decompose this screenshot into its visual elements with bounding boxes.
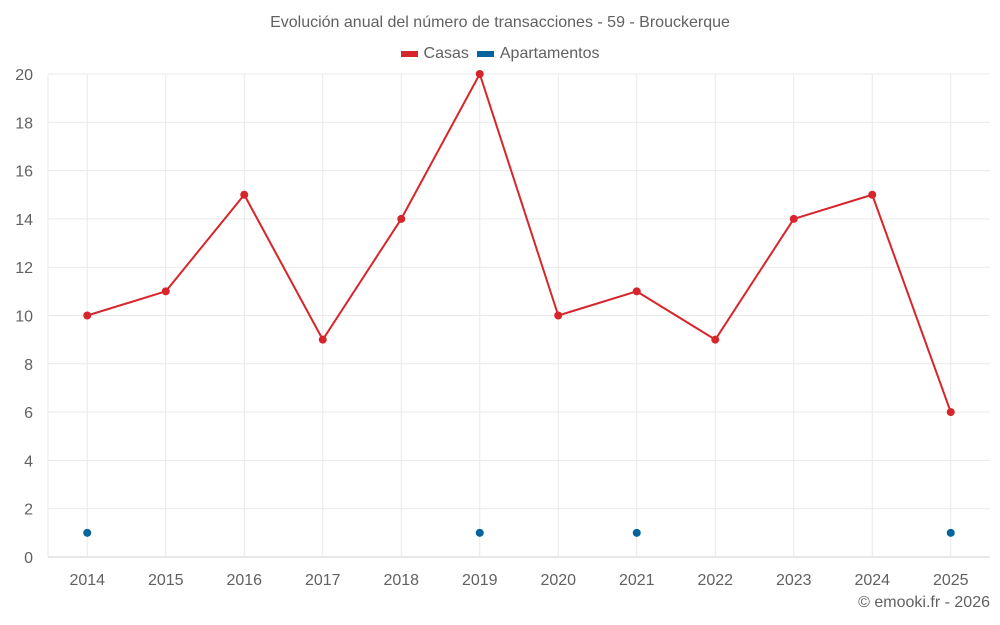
data-point[interactable]: [475, 70, 484, 78]
y-tick-label: 10: [15, 309, 33, 326]
x-tick-label: 2019: [462, 572, 498, 589]
legend-label-casas: Casas: [423, 45, 469, 62]
legend-item-casas[interactable]: Casas: [400, 45, 469, 63]
x-tick-label: 2021: [619, 572, 655, 589]
x-tick-label: 2020: [540, 572, 576, 589]
legend-label-apartamentos: Apartamentos: [499, 45, 600, 62]
y-tick-label: 4: [24, 453, 33, 470]
data-point[interactable]: [711, 335, 720, 344]
legend-item-apartamentos[interactable]: Apartamentos: [476, 45, 600, 63]
data-point[interactable]: [83, 528, 92, 537]
data-point[interactable]: [318, 335, 327, 344]
data-point[interactable]: [240, 190, 249, 199]
y-tick-label: 6: [24, 405, 33, 422]
y-tick-label: 0: [24, 550, 33, 567]
series-apartamentos: [83, 528, 955, 537]
copyright-credit: © emooki.fr - 2026: [858, 594, 990, 611]
data-point[interactable]: [632, 287, 641, 296]
data-point[interactable]: [868, 190, 877, 199]
data-point[interactable]: [83, 311, 92, 320]
x-tick-label: 2016: [226, 572, 262, 589]
y-tick-label: 16: [15, 164, 33, 181]
x-tick-label: 2025: [933, 572, 969, 589]
x-tick-label: 2022: [697, 572, 733, 589]
y-tick-label: 14: [15, 212, 33, 229]
data-point[interactable]: [554, 311, 563, 320]
data-point[interactable]: [397, 214, 406, 223]
data-point[interactable]: [946, 528, 955, 537]
legend-swatch-apartamentos-icon: [476, 51, 494, 57]
series-casas: [83, 70, 955, 417]
x-tick-label: 2017: [305, 572, 341, 589]
data-point[interactable]: [632, 528, 641, 537]
x-tick-label: 2018: [383, 572, 419, 589]
x-tick-label: 2024: [854, 572, 890, 589]
y-tick-label: 18: [15, 115, 33, 132]
x-tick-label: 2014: [69, 572, 105, 589]
x-tick-label: 2023: [776, 572, 812, 589]
y-tick-label: 20: [15, 67, 33, 84]
chart-title: Evolución anual del número de transaccio…: [270, 14, 730, 31]
y-tick-label: 12: [15, 260, 33, 277]
data-point[interactable]: [946, 408, 955, 417]
data-point[interactable]: [789, 214, 798, 223]
chart-legend: Casas Apartamentos: [0, 45, 1000, 63]
y-tick-label: 2: [24, 502, 33, 519]
grid-lines: [47, 73, 990, 558]
data-point[interactable]: [161, 287, 170, 296]
x-tick-label: 2015: [148, 572, 184, 589]
legend-swatch-casas-icon: [400, 51, 418, 57]
data-point[interactable]: [475, 528, 484, 537]
y-tick-label: 8: [24, 357, 33, 374]
